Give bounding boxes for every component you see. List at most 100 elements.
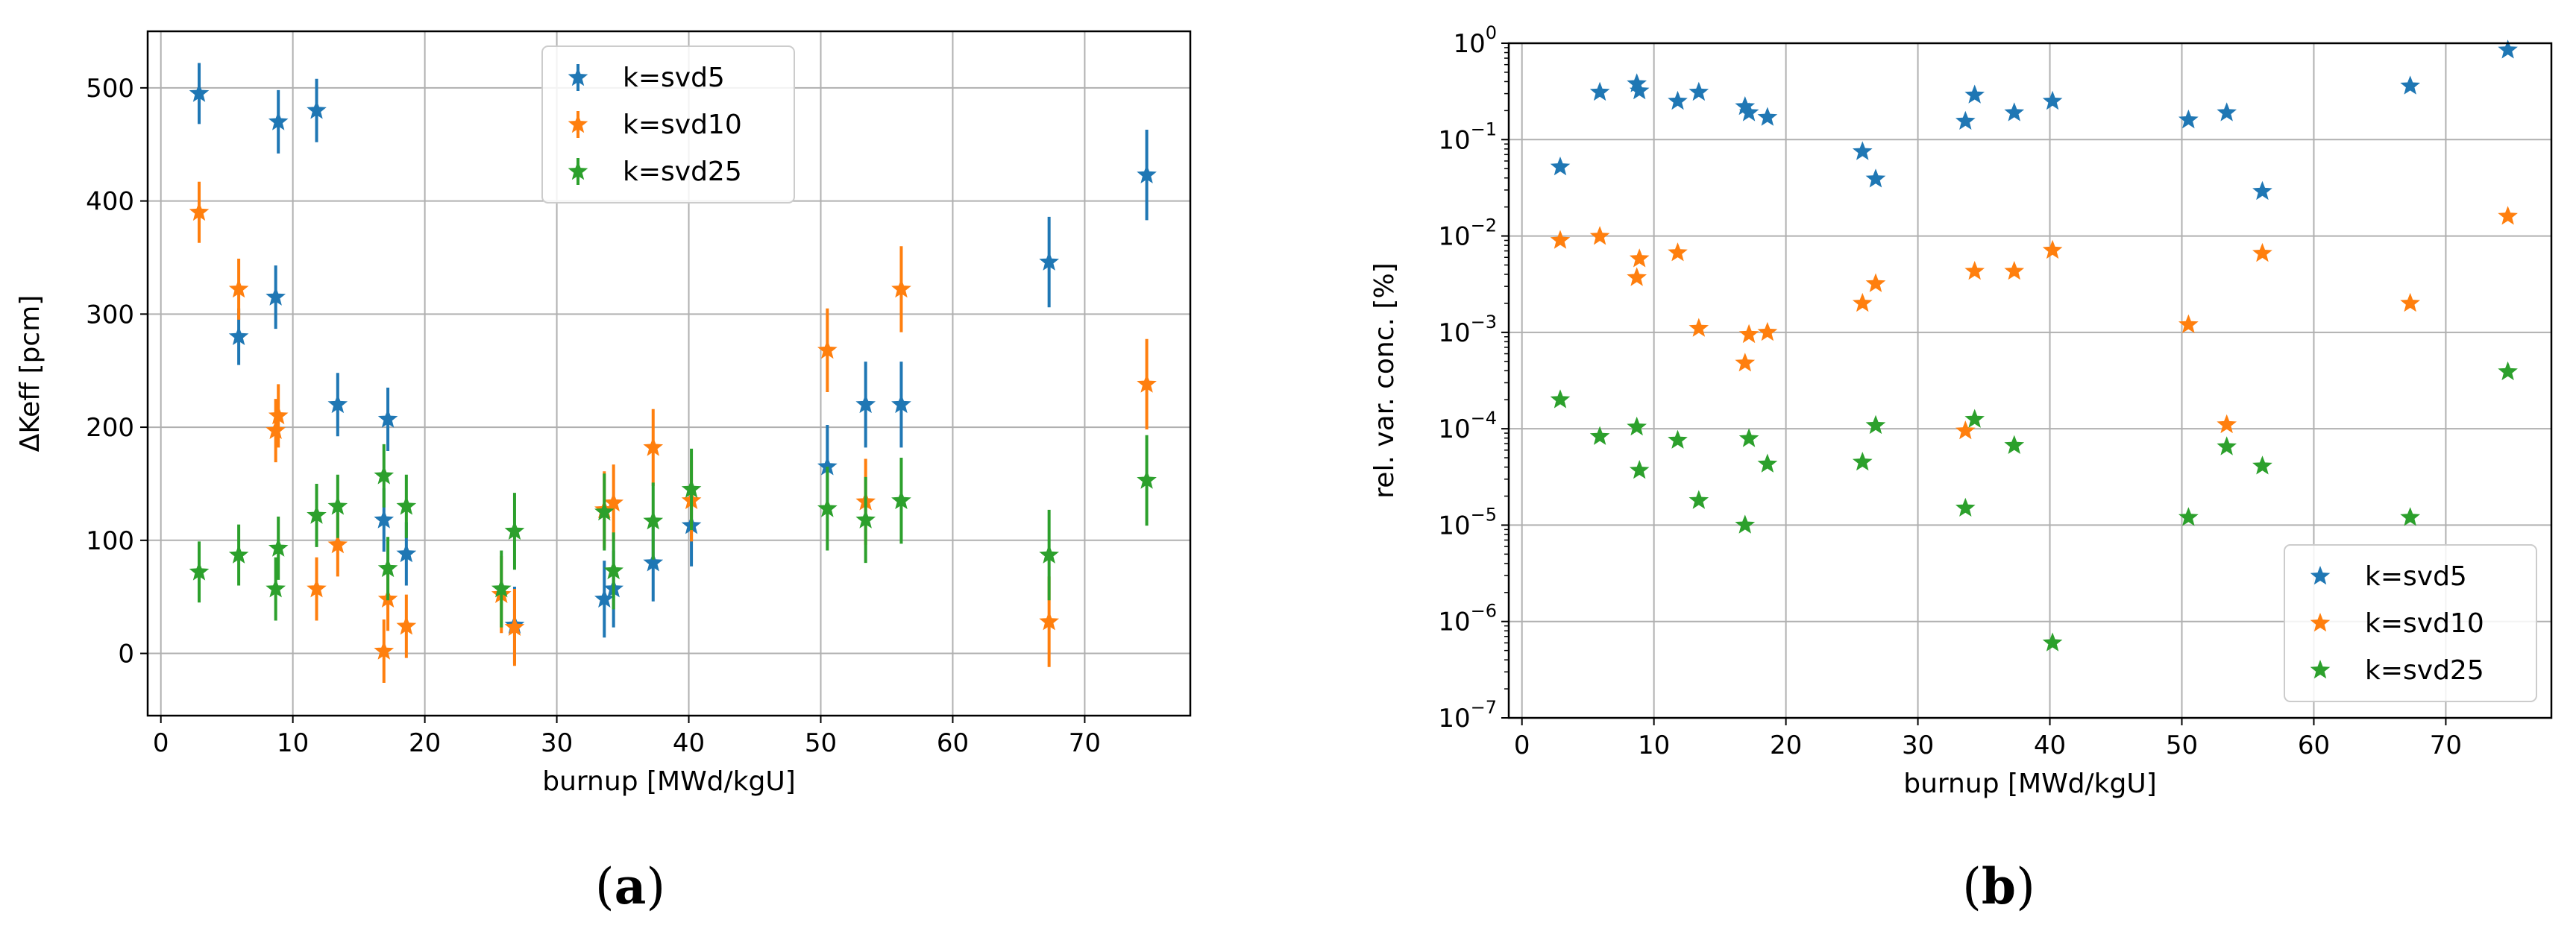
legend-label: k=svd25	[623, 157, 742, 187]
data-point	[1735, 96, 1756, 116]
data-point	[2042, 632, 2063, 652]
data-point	[327, 394, 348, 414]
data-point	[1550, 230, 1571, 249]
data-point	[1668, 242, 1688, 262]
data-point	[1550, 389, 1571, 409]
legend-swatch	[568, 161, 588, 180]
legend-label: k=svd10	[2365, 608, 2484, 639]
data-point	[2004, 102, 2025, 122]
x-tick-label: 30	[541, 728, 573, 758]
x-axis-label: burnup [MWd/kgU]	[542, 766, 796, 797]
data-point	[1852, 452, 1873, 471]
data-point	[2217, 436, 2237, 455]
data-point	[268, 405, 289, 425]
data-point	[2178, 507, 2199, 526]
caption-letter: a	[615, 857, 647, 915]
data-point	[189, 201, 210, 221]
x-tick-label: 60	[937, 728, 969, 758]
legend-swatch	[2310, 660, 2331, 679]
data-point	[189, 83, 210, 102]
data-point	[491, 578, 512, 598]
data-point	[1738, 428, 1759, 447]
data-point	[266, 286, 286, 306]
y-tick-label: 10−7	[1438, 697, 1497, 734]
data-point	[2498, 206, 2518, 225]
y-axis-label: ΔKeff [pcm]	[15, 295, 45, 452]
series-k=svd5	[1550, 40, 2518, 201]
data-point	[1865, 414, 1886, 435]
y-tick-exponent: −1	[1471, 119, 1497, 139]
data-point	[2042, 239, 2063, 259]
data-point	[891, 490, 911, 509]
data-point	[1738, 102, 1759, 122]
y-tick-label: 500	[86, 74, 134, 104]
y-tick-exponent: −2	[1471, 215, 1497, 236]
data-point	[228, 544, 249, 564]
data-point	[817, 498, 838, 517]
legend-label: k=svd5	[2365, 561, 2467, 592]
caption-paren: (	[1962, 858, 1982, 915]
legend: k=svd5 k=svd10 k=svd25	[2284, 544, 2537, 702]
data-point	[2252, 180, 2272, 201]
legend-swatch	[2310, 566, 2331, 585]
x-tick-label: 0	[153, 728, 169, 758]
data-point	[681, 479, 702, 498]
y-tick-exponent: 0	[1486, 22, 1497, 43]
data-point	[2042, 90, 2063, 110]
data-point	[374, 465, 395, 485]
data-point	[1137, 470, 1157, 489]
data-point	[2400, 75, 2420, 95]
data-point	[1955, 497, 1976, 517]
data-point	[377, 409, 398, 428]
data-point	[504, 616, 525, 636]
data-point	[2004, 435, 2025, 454]
data-point	[327, 534, 348, 554]
data-point	[1865, 273, 1886, 292]
data-point	[1955, 420, 1976, 440]
x-tick-label: 50	[805, 728, 837, 758]
data-point	[266, 578, 286, 598]
x-tick-label: 40	[673, 728, 705, 758]
data-point	[2498, 40, 2518, 59]
data-point	[1589, 81, 1610, 101]
data-point	[1137, 373, 1157, 393]
legend-swatch	[568, 67, 588, 86]
y-tick-label: 10−6	[1438, 601, 1497, 637]
data-point	[1627, 73, 1647, 92]
data-point	[1735, 514, 1756, 534]
y-tick-label: 10−4	[1438, 408, 1497, 444]
data-point	[1039, 544, 1059, 564]
data-point	[1668, 429, 1688, 449]
data-point	[2498, 361, 2518, 381]
data-point	[1865, 168, 1886, 188]
legend-label: k=svd5	[623, 63, 725, 93]
y-tick-label: 10−3	[1438, 312, 1497, 348]
legend: k=svd5 k=svd10 k=svd25	[541, 45, 795, 204]
data-point	[643, 552, 664, 572]
data-point	[817, 339, 838, 359]
x-axis-label: burnup [MWd/kgU]	[1903, 769, 2157, 799]
data-point	[1757, 453, 1778, 473]
x-tick-label: 10	[1638, 731, 1670, 760]
data-point	[1629, 81, 1650, 100]
x-tick-label: 70	[2430, 731, 2462, 760]
data-point	[1757, 321, 1778, 341]
panel-b: 0 10 20 30 40 50 60 70 10−7 10−6 10−5 10−4 10−3 10−2 1…	[1369, 22, 2553, 915]
x-tick-label: 50	[2166, 731, 2198, 760]
data-point	[1955, 110, 1976, 130]
data-point	[1039, 611, 1059, 631]
data-point	[307, 505, 327, 524]
y-tick-label: 100	[1453, 22, 1497, 59]
data-point	[228, 279, 249, 298]
data-point	[1627, 267, 1647, 286]
data-point	[2400, 292, 2420, 312]
data-point	[855, 394, 876, 414]
data-point	[1589, 226, 1610, 245]
data-point	[594, 588, 615, 608]
data-point	[1629, 248, 1650, 268]
data-point	[603, 492, 623, 512]
caption-paren: )	[2016, 858, 2035, 915]
data-point	[1964, 261, 1985, 280]
y-tick-label: 200	[86, 413, 134, 443]
